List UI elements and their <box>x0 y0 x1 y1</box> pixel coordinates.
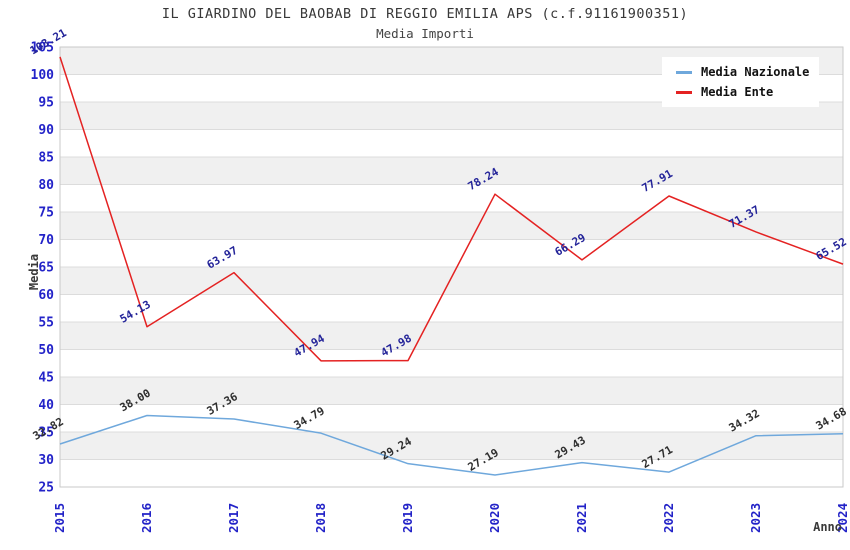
x-tick-label: 2020 <box>487 503 502 533</box>
chart-subtitle: Media Importi <box>376 26 474 41</box>
grid-band <box>60 322 843 350</box>
series-line-media-ente <box>59 56 844 362</box>
legend-label: Media Nazionale <box>701 65 810 79</box>
y-tick-label: 50 <box>38 343 54 358</box>
y-tick-label: 45 <box>38 371 54 386</box>
x-tick-label: 2021 <box>574 503 589 533</box>
grid-band <box>60 349 843 377</box>
y-tick-label: 25 <box>38 481 54 496</box>
series-line-media-nazionale <box>59 414 844 476</box>
x-tick-label: 2022 <box>661 503 676 533</box>
grid-band <box>60 129 843 157</box>
x-tick-label: 2019 <box>400 503 415 533</box>
grid-band <box>60 432 843 460</box>
legend-item: Media Nazionale <box>676 62 819 82</box>
grid-band <box>60 267 843 295</box>
y-axis-title: Media <box>27 254 41 290</box>
grid-band <box>60 184 843 212</box>
y-tick-label: 95 <box>38 96 54 111</box>
legend-item: Media Ente <box>676 82 819 102</box>
y-tick-label: 90 <box>38 123 54 138</box>
y-tick-label: 85 <box>38 151 54 166</box>
y-tick-label: 55 <box>38 316 54 331</box>
x-axis-title: Anno <box>813 520 842 534</box>
x-tick-label: 2015 <box>52 503 67 533</box>
y-tick-label: 60 <box>38 288 54 303</box>
legend-marker <box>676 70 692 74</box>
x-tick-label: 2023 <box>748 503 763 533</box>
grid-band <box>60 404 843 432</box>
y-tick-label: 105 <box>31 41 54 56</box>
plot-border <box>59 46 844 488</box>
y-tick-label: 30 <box>38 453 54 468</box>
x-tick-label: 2017 <box>226 503 241 533</box>
grid-band <box>60 239 843 267</box>
legend-marker <box>676 90 692 94</box>
chart-title: IL GIARDINO DEL BAOBAB DI REGGIO EMILIA … <box>161 6 689 22</box>
y-tick-label: 35 <box>38 426 54 441</box>
y-tick-label: 40 <box>38 398 54 413</box>
grid-band <box>60 212 843 240</box>
grid-band <box>60 157 843 185</box>
y-tick-label: 100 <box>31 68 55 83</box>
y-tick-label: 65 <box>38 261 54 276</box>
y-tick-label: 80 <box>38 178 54 193</box>
y-tick-label: 70 <box>38 233 54 248</box>
y-tick-label: 75 <box>38 206 54 221</box>
x-tick-label: 2018 <box>313 503 328 533</box>
x-tick-label: 2024 <box>835 503 850 533</box>
legend-label: Media Ente <box>701 85 774 99</box>
grid-band <box>60 377 843 405</box>
x-tick-label: 2016 <box>139 503 154 533</box>
grid-band <box>60 459 843 487</box>
legend: Media Nazionale Media Ente <box>662 57 819 107</box>
